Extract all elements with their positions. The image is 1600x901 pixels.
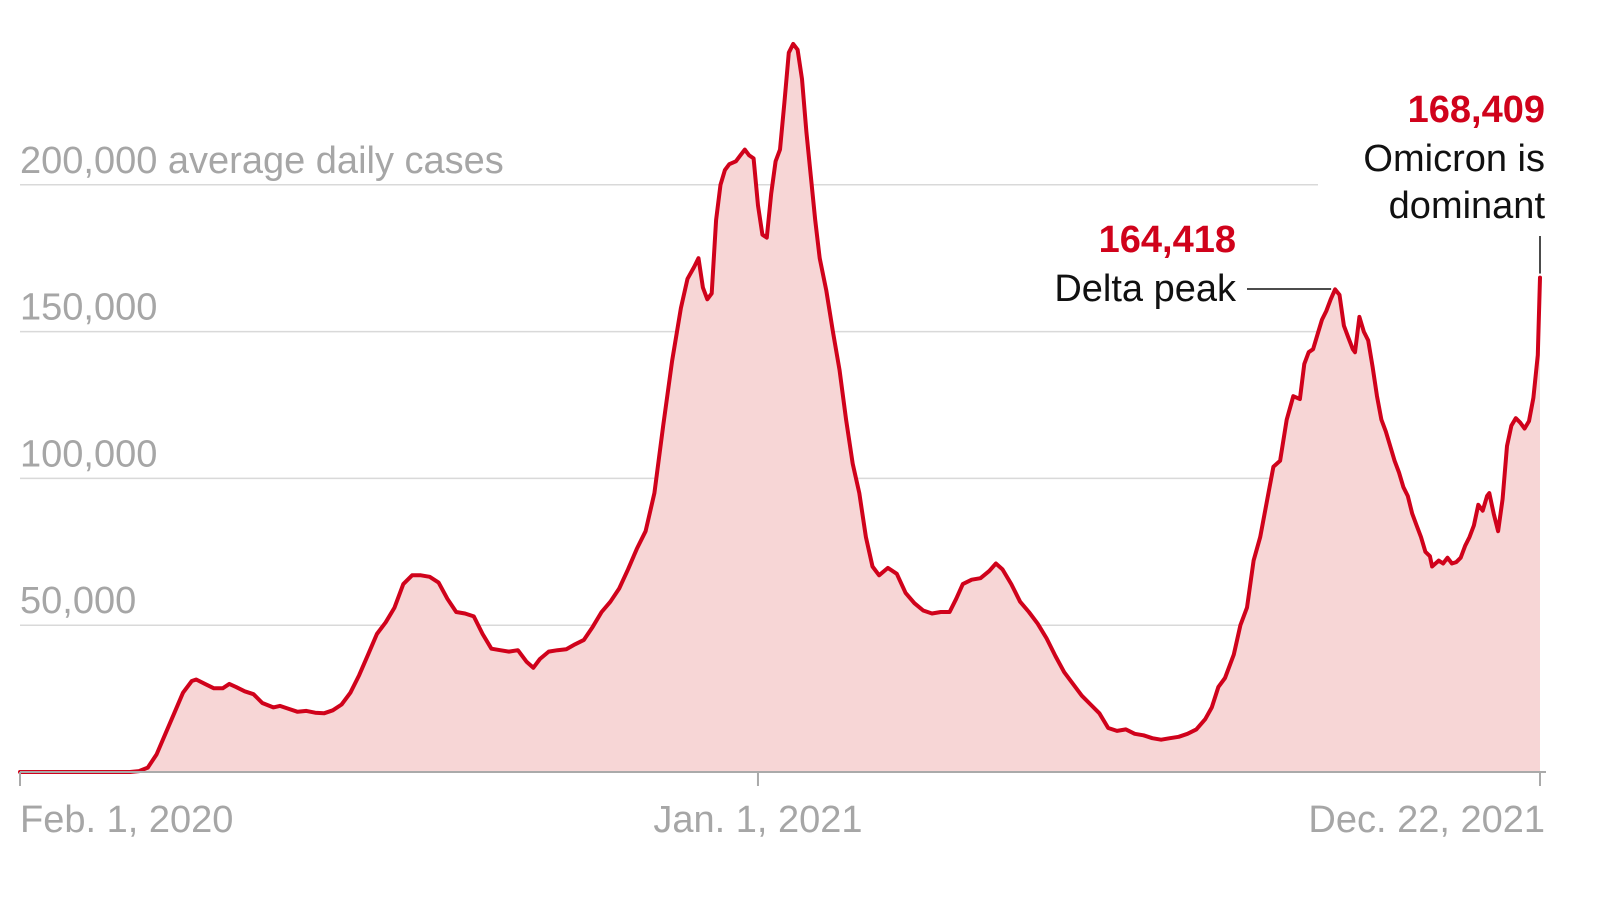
x-tick-label: Dec. 22, 2021 [1308, 799, 1545, 841]
delta-peak-value: 164,418 [1099, 219, 1236, 261]
x-tick-label: Jan. 1, 2021 [653, 799, 862, 841]
cases-area [20, 43, 1540, 772]
y-tick-label: 50,000 [20, 580, 136, 622]
omicron-label-line: dominant [1389, 185, 1546, 227]
omicron-label-line: Omicron is [1363, 138, 1545, 180]
cases-line [18, 41, 1542, 774]
annotations: 164,418 Delta peak 168,409 Omicron is domina… [1054, 89, 1545, 310]
delta-peak-label: Delta peak [1054, 268, 1237, 310]
y-axis-labels: 50,000 100,000 150,000 200,000 average dail… [20, 140, 504, 622]
x-axis: Feb. 1, 2020 Jan. 1, 2021 Dec. 22, 2021 [19, 772, 1545, 841]
omicron-value: 168,409 [1408, 89, 1545, 131]
y-tick-label: 100,000 [20, 433, 157, 475]
y-tick-label: 200,000 average daily cases [20, 140, 504, 182]
x-tick-label: Feb. 1, 2020 [20, 799, 233, 841]
y-tick-label: 150,000 [20, 287, 157, 329]
